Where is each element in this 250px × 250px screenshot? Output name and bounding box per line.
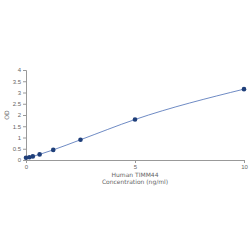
y-tick-label: 0: [18, 157, 22, 163]
point: [78, 137, 83, 142]
y-tick: 3: [18, 90, 26, 96]
y-tick: 0.5: [13, 146, 26, 152]
y-tick: 4: [18, 67, 26, 73]
x-tick-label: 10: [241, 164, 248, 170]
point: [133, 117, 138, 122]
y-tick-mark: [23, 104, 26, 105]
chart: 0 5 10 0 0.5 1 1.5 2 2.5 3 3.5 4 Human TIMM44Concent…: [0, 0, 250, 250]
point: [242, 87, 247, 92]
y-tick-mark: [23, 160, 26, 161]
y-tick-mark: [23, 149, 26, 150]
y-tick-label: 1.5: [13, 124, 22, 130]
x-tick-label: 5: [134, 164, 138, 170]
point: [37, 152, 42, 157]
y-tick-mark: [23, 93, 26, 94]
x-axis-line: [27, 161, 245, 164]
y-tick-mark: [23, 138, 26, 139]
point: [31, 154, 36, 159]
x-tick: 0: [25, 160, 29, 170]
y-tick-mark: [23, 81, 26, 82]
x-tick-mark: [135, 160, 136, 163]
y-tick-label: 0.5: [13, 146, 22, 152]
y-tick-mark: [23, 115, 26, 116]
x-tick-mark: [244, 160, 245, 163]
y-tick: 2: [18, 112, 26, 118]
y-axis-title: OD: [3, 110, 10, 120]
y-tick: 2.5: [13, 101, 26, 107]
y-tick-label: 4: [18, 67, 22, 73]
y-tick: 3.5: [13, 79, 26, 85]
y-tick-label: 3: [18, 90, 22, 96]
y-tick: 1: [18, 135, 26, 141]
series: [24, 87, 247, 160]
y-tick-label: 1: [18, 135, 22, 141]
y-tick: 1.5: [13, 124, 26, 130]
y-axis-line: [23, 71, 27, 161]
x-axis: 0 5 10: [25, 160, 249, 170]
y-tick-mark: [23, 70, 26, 71]
x-tick-label: 0: [25, 164, 29, 170]
plot: 0 5 10 0 0.5 1 1.5 2 2.5 3 3.5 4: [13, 67, 249, 170]
y-tick-label: 3.5: [13, 79, 22, 85]
x-tick: 10: [241, 160, 248, 170]
curve: [26, 89, 244, 158]
y-tick-mark: [23, 126, 26, 127]
y-axis: 0 0.5 1 1.5 2 2.5 3 3.5 4: [13, 67, 27, 163]
y-tick-label: 2: [18, 112, 22, 118]
y-tick-label: 2.5: [13, 101, 22, 107]
point: [51, 148, 56, 153]
x-axis-title: Human TIMM44Concentration (ng/ml): [102, 171, 168, 186]
x-tick: 5: [134, 160, 138, 170]
